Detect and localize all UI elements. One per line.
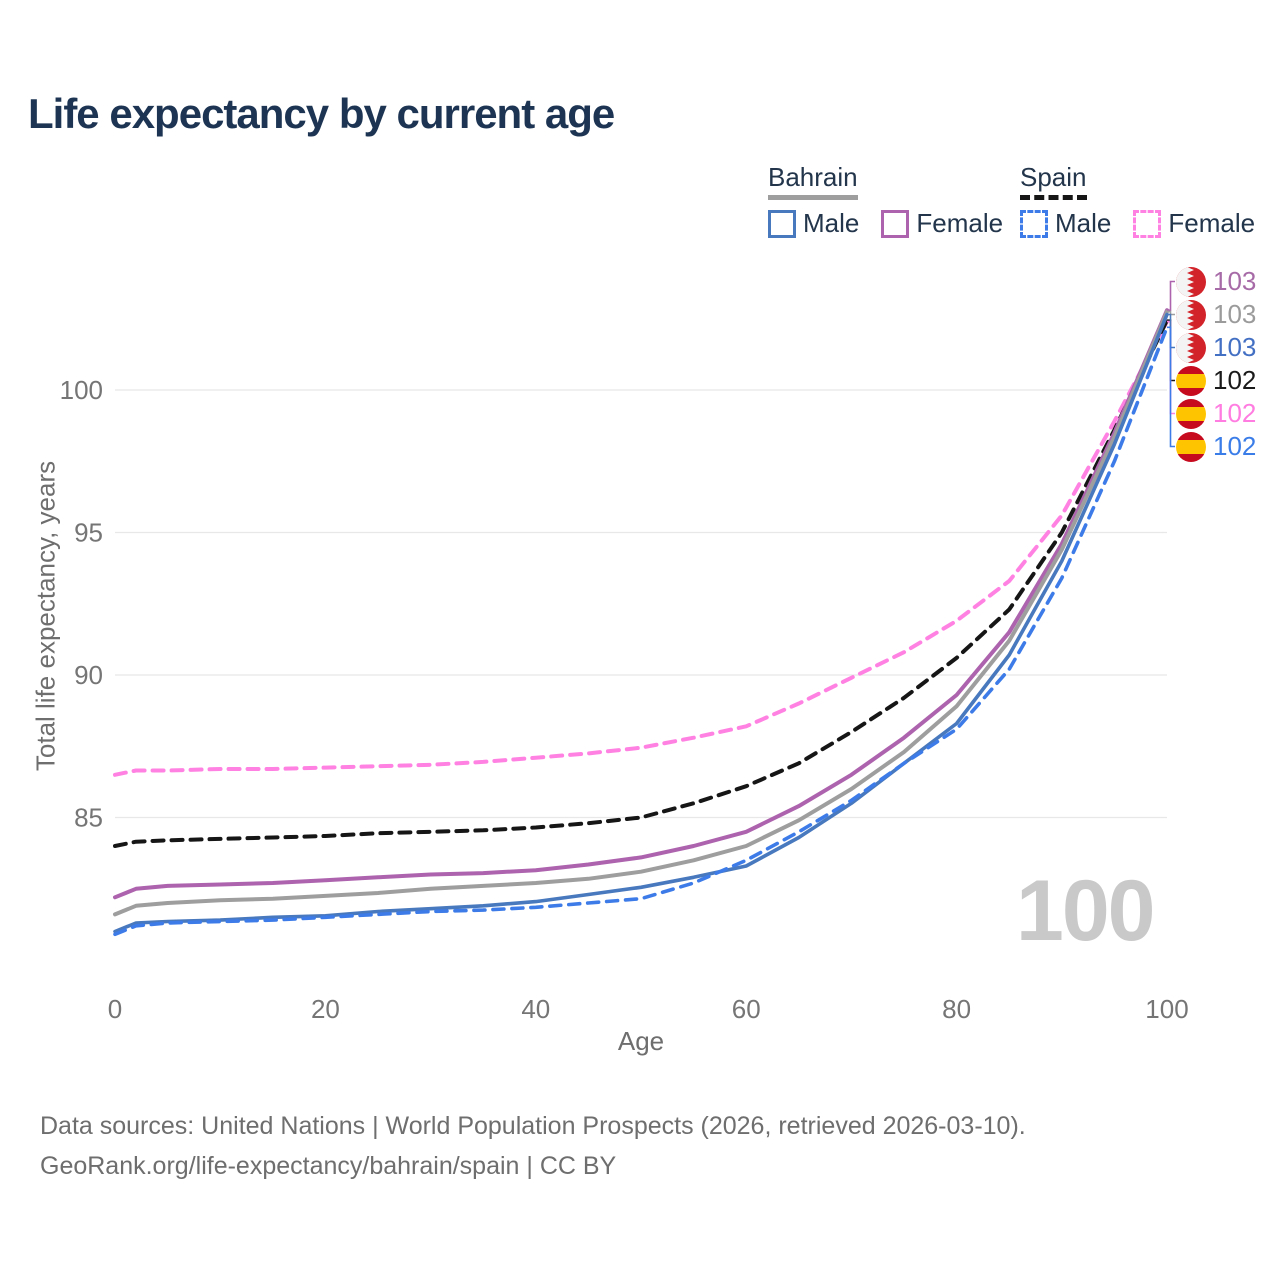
end-label-value: 103 <box>1213 299 1257 329</box>
legend-label: Female <box>916 208 1004 238</box>
bahrain-flag-icon <box>1176 299 1206 330</box>
legend-item-spain-female[interactable]: Female <box>1133 208 1255 239</box>
age-watermark: 100 <box>1016 863 1155 959</box>
bahrain-male-swatch-icon <box>768 209 796 238</box>
x-tick-label: 0 <box>108 994 122 1024</box>
end-label-value: 102 <box>1213 431 1257 461</box>
end-label-value: 103 <box>1213 332 1257 362</box>
end-label-row: 102 <box>1176 364 1256 397</box>
end-label-value: 102 <box>1213 398 1257 428</box>
leader-line-spain_total <box>1167 319 1175 382</box>
end-labels: 103 103 103 <box>1176 265 1256 463</box>
spain-flag-icon <box>1176 398 1206 429</box>
end-label-row: 102 <box>1176 430 1256 463</box>
x-tick-label: 40 <box>521 994 550 1024</box>
line-spain_female <box>113 319 1169 777</box>
legend-label: Male <box>803 208 860 238</box>
spain-flag-icon <box>1176 431 1206 462</box>
legend-label: Male <box>1055 208 1112 238</box>
line-bahrain_total <box>113 309 1169 917</box>
end-label-row: 103 <box>1176 331 1256 364</box>
legend-group-bahrain: Bahrain Male Female <box>768 162 1003 239</box>
legend-item-bahrain-female[interactable]: Female <box>881 208 1003 239</box>
spain-female-swatch-icon <box>1133 209 1162 238</box>
bahrain-flag-icon <box>1176 266 1206 297</box>
line-bahrain_male <box>113 312 1169 934</box>
y-tick-label: 90 <box>74 660 103 690</box>
footer-line-1: Data sources: United Nations | World Pop… <box>40 1112 1026 1140</box>
y-tick-label: 100 <box>60 375 103 405</box>
leader-line-bahrain_total <box>1167 310 1175 316</box>
y-tick-label: 85 <box>74 803 103 833</box>
leader-line-spain_male <box>1167 326 1175 448</box>
end-label-value: 102 <box>1213 365 1257 395</box>
y-tick-label: 95 <box>74 518 103 548</box>
end-label-row: 103 <box>1176 265 1256 298</box>
x-axis-title: Age <box>617 1026 665 1056</box>
x-tick-label: 80 <box>942 994 971 1024</box>
leader-line-bahrain_male <box>1167 313 1175 349</box>
line-spain_male <box>113 325 1169 937</box>
y-axis-title: Total life expectancy, years <box>30 460 61 772</box>
data-source-footer: Data sources: United Nations | World Pop… <box>40 1106 1026 1186</box>
legend-item-bahrain-male[interactable]: Male <box>768 208 859 239</box>
spain-male-swatch-icon <box>1020 209 1048 238</box>
line-bahrain_female <box>113 308 1169 900</box>
leader-line-bahrain_female <box>1167 280 1175 311</box>
bahrain-flag-icon <box>1176 332 1206 363</box>
page-title: Life expectancy by current age <box>28 90 615 137</box>
x-tick-label: 100 <box>1145 994 1188 1024</box>
spain-flag-icon <box>1176 365 1206 396</box>
legend-bahrain-header[interactable]: Bahrain <box>768 162 858 200</box>
legend-item-spain-male[interactable]: Male <box>1020 208 1111 239</box>
bahrain-female-swatch-icon <box>881 209 910 238</box>
end-label-row: 102 <box>1176 397 1256 430</box>
legend-spain-header[interactable]: Spain <box>1020 162 1087 200</box>
legend-label: Female <box>1168 208 1256 238</box>
leader-line-spain_female <box>1167 320 1175 415</box>
x-tick-label: 20 <box>311 994 340 1024</box>
line-spain_total <box>113 318 1169 848</box>
footer-line-2: GeoRank.org/life-expectancy/bahrain/spai… <box>40 1152 617 1180</box>
legend-group-spain: Spain Male Female <box>1020 162 1255 239</box>
end-label-row: 103 <box>1176 298 1256 331</box>
x-tick-label: 60 <box>732 994 761 1024</box>
end-label-value: 103 <box>1213 266 1257 296</box>
